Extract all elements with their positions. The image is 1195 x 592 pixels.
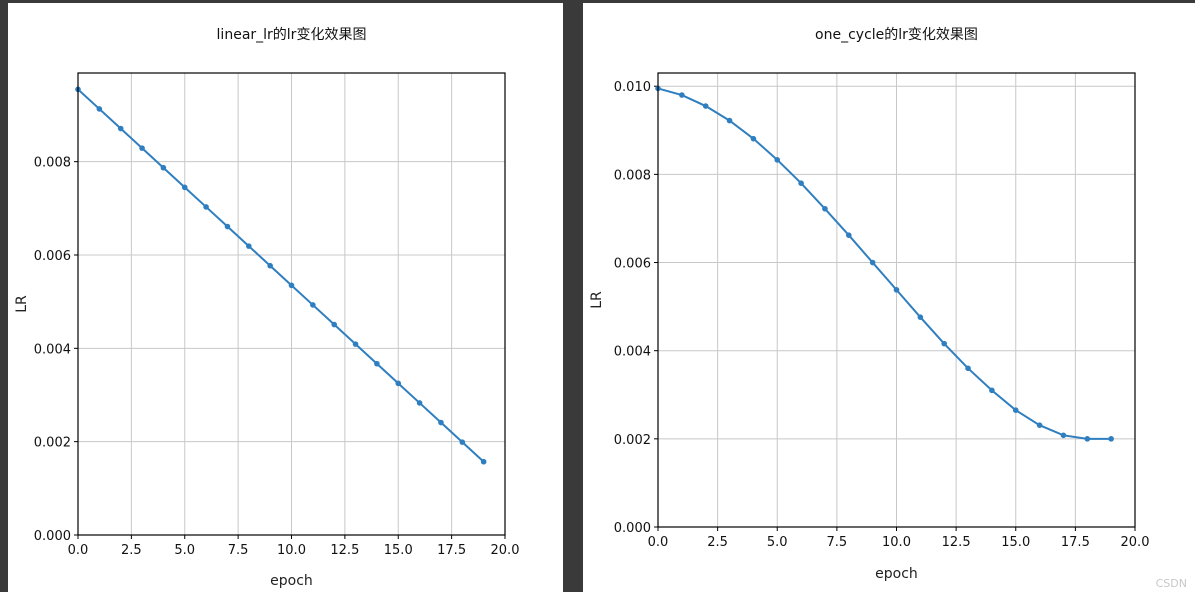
data-point: [798, 180, 804, 186]
data-point: [267, 262, 273, 269]
chart-panel-one-cycle: one_cycle的lr变化效果图 0.0 2.5 5.0 7.5 10.0 12.5 15.…: [583, 3, 1195, 592]
x-tick-label: 17.5: [1061, 535, 1090, 550]
data-point: [352, 341, 359, 347]
x-axis-label: epoch: [875, 566, 918, 582]
x-tick-label: 0.0: [68, 543, 89, 558]
data-point: [679, 92, 685, 98]
data-point: [869, 259, 876, 266]
data-point: [224, 223, 231, 230]
data-point: [846, 232, 852, 239]
chart-title: linear_lr的lr变化效果图: [217, 27, 367, 43]
x-tick-label: 20.0: [491, 543, 520, 558]
chart-panel-linear-lr: linear_lr的lr变化效果图 0.0 2.5 5.0 7.5 10.0 12.5 15.…: [8, 3, 563, 592]
watermark: CSDN: [1155, 577, 1187, 590]
x-tick-label: 10.0: [882, 535, 911, 550]
data-point: [331, 321, 338, 328]
data-point: [288, 282, 295, 289]
y-tick-label: 0.004: [34, 342, 71, 357]
x-tick-label: 12.5: [942, 535, 971, 550]
data-point: [246, 243, 252, 249]
x-tick-label: 15.0: [1001, 535, 1030, 550]
data-point: [702, 103, 709, 109]
y-tick-label: 0.008: [34, 156, 71, 171]
y-tick-label: 0.000: [34, 529, 71, 544]
data-point: [774, 157, 781, 163]
x-axis-label: epoch: [270, 573, 313, 589]
x-tick-label: 0.0: [648, 535, 669, 550]
y-axis-label: LR: [589, 291, 605, 309]
x-tick-label: 17.5: [437, 543, 466, 558]
data-point: [726, 117, 733, 124]
y-tick-label: 0.006: [614, 257, 651, 272]
data-point: [438, 419, 444, 426]
data-point: [1060, 432, 1067, 439]
x-tick-label: 2.5: [707, 535, 728, 550]
x-tick-label: 12.5: [330, 543, 359, 558]
data-point: [1036, 422, 1043, 428]
data-point: [117, 125, 124, 132]
x-tick-label: 5.0: [174, 543, 195, 558]
y-tick-label: 0.002: [34, 436, 71, 451]
x-tick-label: 7.5: [827, 535, 848, 550]
y-tick-label: 0.006: [34, 249, 71, 264]
data-point: [822, 205, 828, 212]
data-point: [1108, 436, 1114, 442]
y-tick-label: 0.010: [614, 80, 651, 95]
x-tick-label: 7.5: [228, 543, 249, 558]
data-point: [416, 400, 423, 406]
data-point: [480, 458, 487, 465]
data-point: [395, 380, 402, 387]
data-point: [96, 106, 103, 112]
chart-title: one_cycle的lr变化效果图: [815, 27, 978, 43]
data-point: [374, 360, 380, 367]
x-tick-label: 15.0: [384, 543, 413, 558]
x-tick-label: 2.5: [121, 543, 142, 558]
data-point: [181, 184, 188, 191]
data-point: [893, 287, 900, 293]
series-line: [657, 87, 1112, 440]
data-point: [917, 314, 924, 320]
data-point: [459, 439, 466, 445]
data-point: [989, 387, 995, 394]
y-tick-label: 0.000: [614, 521, 651, 536]
x-tick-label: 5.0: [767, 535, 788, 550]
data-point: [941, 340, 947, 347]
one-cycle-chart: one_cycle的lr变化效果图 0.0 2.5 5.0 7.5 10.0 12.5 15.…: [589, 27, 1150, 582]
x-tick-label: 10.0: [277, 543, 306, 558]
data-point: [750, 135, 757, 142]
linear-lr-chart: linear_lr的lr变化效果图 0.0 2.5 5.0 7.5 10.0 12.5 15.…: [14, 27, 520, 589]
data-point: [160, 164, 167, 171]
y-tick-label: 0.004: [614, 345, 651, 360]
data-point: [965, 365, 971, 372]
data-point: [310, 302, 316, 308]
y-tick-label: 0.008: [614, 168, 651, 183]
data-point: [1084, 436, 1091, 442]
plot-frame: [657, 72, 1136, 528]
series-line: [77, 88, 485, 463]
plot-frame: [77, 72, 506, 536]
y-axis-label: LR: [14, 295, 30, 313]
data-point: [1012, 407, 1019, 413]
data-point: [139, 145, 145, 151]
data-point: [203, 204, 209, 210]
x-tick-label: 20.0: [1121, 535, 1150, 550]
y-tick-label: 0.002: [614, 433, 651, 448]
